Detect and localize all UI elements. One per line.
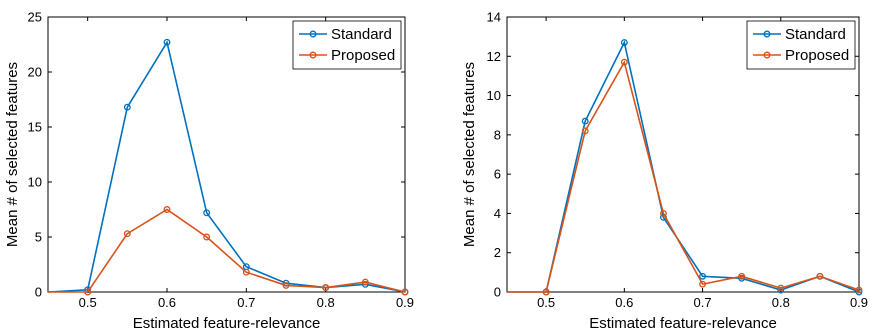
x-axis-label: Estimated feature-relevance [589, 315, 777, 332]
data-point-standard [163, 38, 171, 46]
data-point-standard [123, 103, 131, 111]
y-tick-label: 6 [494, 167, 501, 182]
data-point-proposed [242, 268, 250, 276]
y-tick-label: 2 [494, 245, 501, 260]
data-point-proposed [581, 127, 589, 135]
series-line-proposed [48, 208, 406, 293]
legend-label-proposed: Proposed [331, 47, 395, 64]
x-tick-label: 0.5 [79, 295, 97, 310]
legend-marker-standard [309, 30, 317, 38]
chart-1: 0.5 0.6 0.7 0.8 0.9 0 5 10 15 20 25 Estimated featu… [4, 10, 414, 332]
series-line-standard [507, 40, 860, 293]
data-point-proposed [123, 230, 131, 238]
data-point-standard [699, 272, 707, 280]
legend-label-standard: Standard [785, 26, 846, 43]
y-tick-label: 25 [28, 10, 42, 25]
y-tick-label: 10 [487, 88, 501, 103]
y-tick-label: 10 [28, 175, 42, 190]
data-point-proposed [322, 284, 330, 292]
plot-area [47, 16, 406, 293]
data-point-standard [620, 39, 628, 46]
y-tick-label: 8 [494, 127, 501, 142]
data-point-proposed [816, 272, 824, 280]
x-tick-label: 0.6 [158, 295, 176, 310]
data-point-proposed [84, 288, 92, 296]
x-tick-label: 0.7 [694, 295, 712, 310]
data-point-standard [581, 117, 589, 125]
legend-label-proposed: Proposed [785, 47, 849, 64]
y-tick-label: 20 [28, 65, 42, 80]
y-tick-label: 14 [487, 10, 501, 25]
data-point-proposed [203, 233, 211, 241]
data-point-proposed [777, 284, 785, 292]
y-axis-label: Mean # of selected features [4, 62, 21, 247]
x-tick-label: 0.8 [772, 295, 790, 310]
x-tick-label: 0.6 [615, 295, 633, 310]
legend [746, 20, 856, 70]
legend-marker-proposed [309, 51, 317, 59]
data-point-proposed [699, 280, 707, 288]
data-point-standard [203, 209, 211, 217]
y-tick-label: 0 [494, 285, 501, 300]
chart-2: 0.5 0.6 0.7 0.8 0.9 0 2 4 6 8 10 12 14 Estimated feat… [461, 10, 868, 332]
data-point-proposed [659, 209, 667, 217]
x-axis-label: Estimated feature-relevance [133, 315, 321, 332]
y-tick-label: 15 [28, 120, 42, 135]
legend [292, 20, 402, 70]
x-tick-label: 0.8 [317, 295, 335, 310]
data-point-proposed [163, 206, 171, 213]
series-line-proposed [507, 60, 860, 293]
x-tick-label: 0.9 [850, 295, 868, 310]
data-point-proposed [361, 278, 369, 286]
legend-marker-standard [763, 30, 771, 38]
plot-area [506, 16, 860, 293]
legend-marker-proposed [763, 51, 771, 59]
y-axis-label: Mean # of selected features [461, 62, 478, 247]
data-point-proposed [542, 288, 550, 296]
y-tick-label: 12 [487, 49, 501, 64]
data-point-proposed [855, 286, 863, 294]
series-line-standard [47, 40, 406, 293]
data-point-proposed [738, 272, 746, 280]
x-tick-label: 0.9 [396, 295, 414, 310]
data-point-proposed [282, 281, 290, 289]
y-tick-label: 0 [35, 285, 42, 300]
x-tick-label: 0.5 [537, 295, 555, 310]
y-tick-label: 5 [35, 230, 42, 245]
data-point-proposed [401, 288, 409, 296]
y-tick-label: 4 [494, 206, 501, 221]
x-tick-label: 0.7 [237, 295, 255, 310]
data-point-proposed [620, 58, 628, 66]
legend-label-standard: Standard [331, 26, 392, 43]
